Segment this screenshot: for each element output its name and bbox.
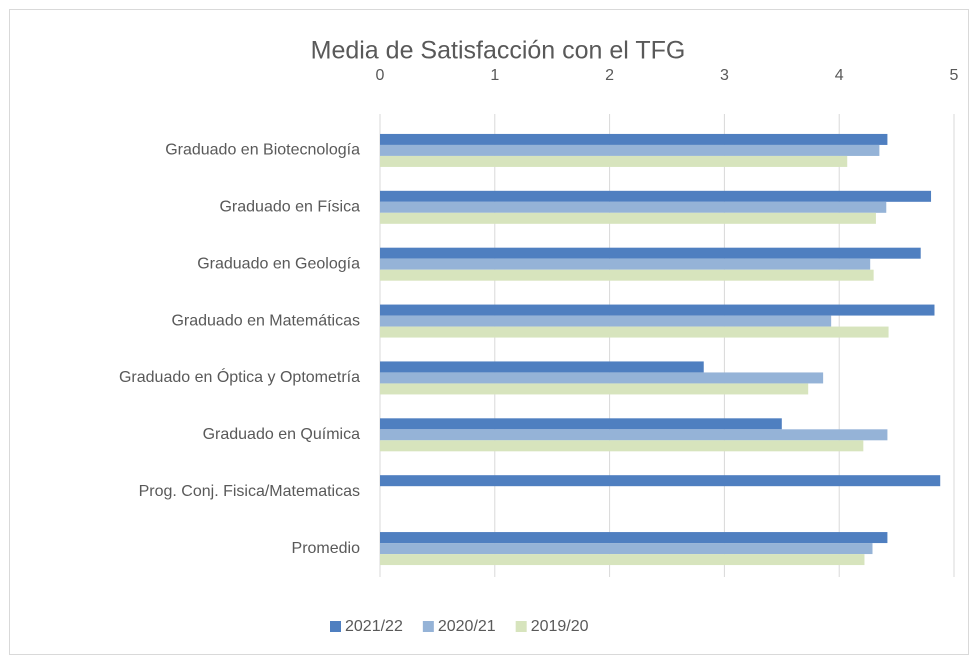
x-tick-label: 3: [720, 67, 729, 84]
bar: [380, 532, 888, 544]
bar: [380, 418, 782, 430]
bar: [380, 383, 809, 395]
bar: [380, 212, 876, 224]
x-tick-label: 4: [835, 67, 844, 84]
bar: [380, 269, 874, 281]
bar: [380, 155, 848, 167]
legend-swatch: [330, 621, 341, 632]
legend-label: 2019/20: [531, 618, 589, 635]
legend-swatch: [422, 621, 434, 632]
bar: [380, 554, 865, 566]
y-tick-label: Prog. Conj. Fisica/Matematicas: [139, 483, 360, 500]
bar: [380, 201, 887, 213]
y-tick-label: Graduado en Física: [219, 199, 360, 216]
y-tick-label: Graduado en Óptica y Optometría: [119, 367, 360, 386]
x-tick-label: 1: [490, 67, 499, 84]
y-tick-label: Graduado en Química: [203, 426, 361, 443]
y-tick-label: Graduado en Matemáticas: [171, 312, 360, 329]
chart-title: Media de Satisfacción con el TFG: [311, 37, 686, 65]
bar: [380, 543, 873, 555]
bar: [380, 440, 864, 452]
y-tick-label: Graduado en Biotecnología: [165, 142, 360, 159]
bar: [380, 315, 832, 327]
x-tick-label: 0: [376, 67, 385, 84]
bar: [380, 429, 888, 441]
bar: [380, 475, 941, 487]
bar: [380, 326, 889, 338]
bar: [380, 258, 871, 270]
bar: [380, 133, 888, 145]
y-tick-label: Promedio: [292, 540, 361, 557]
bar: [380, 190, 932, 202]
x-tick-label: 2: [605, 67, 614, 84]
legend-label: 2020/21: [438, 618, 496, 635]
y-tick-label: Graduado en Geología: [197, 255, 360, 272]
x-tick-label: 5: [950, 67, 959, 84]
bar: [380, 372, 824, 384]
bar: [380, 361, 704, 373]
bar: [380, 304, 935, 316]
legend-label: 2021/22: [345, 618, 403, 635]
bar: [380, 247, 921, 259]
bar: [380, 144, 880, 156]
legend-swatch: [515, 621, 527, 632]
